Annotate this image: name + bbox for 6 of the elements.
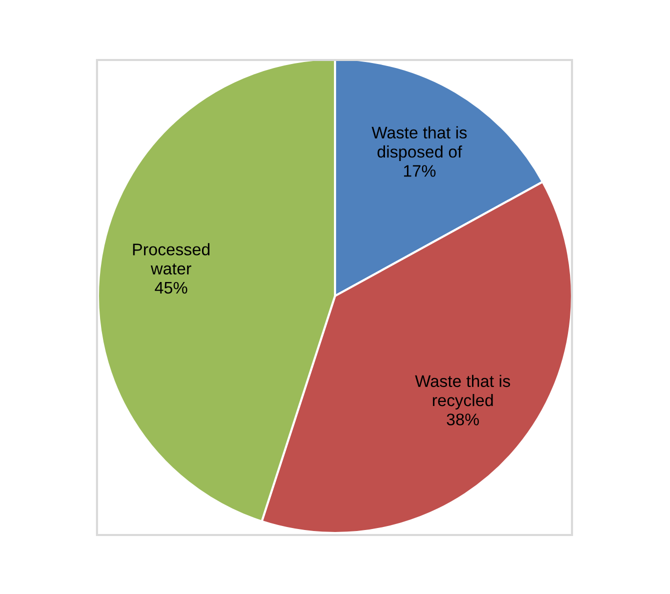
data-label: 45% bbox=[154, 282, 188, 294]
slice-label: Processed water bbox=[133, 243, 210, 275]
data-label: 38% bbox=[446, 414, 479, 426]
slice-label: Waste that is disposed of bbox=[372, 126, 467, 161]
slice-label: Waste that is recycled bbox=[415, 374, 510, 410]
data-label: 17% bbox=[404, 165, 436, 177]
